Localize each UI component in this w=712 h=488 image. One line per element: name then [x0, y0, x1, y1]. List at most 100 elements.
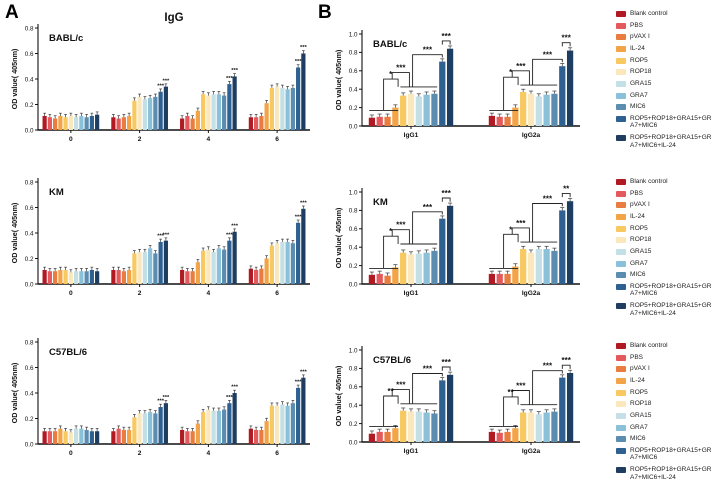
bar — [121, 117, 126, 130]
bar — [68, 432, 73, 444]
legend-item: IL-24 — [616, 213, 712, 220]
legend-swatch — [616, 104, 626, 111]
significance-stars: *** — [226, 232, 234, 238]
legend-item: PBS — [616, 190, 712, 197]
bar — [512, 266, 519, 284]
bar — [158, 407, 163, 444]
legend-swatch — [616, 237, 626, 244]
significance-bracket — [391, 72, 410, 87]
significance-bracket — [532, 58, 563, 86]
bar — [121, 429, 126, 444]
bar — [296, 67, 301, 130]
legend-item: ROP5+ROP18+GRA15+GRA7+MIC6 — [616, 447, 712, 462]
bar — [132, 100, 137, 130]
bar — [290, 243, 295, 284]
significance-stars: *** — [543, 362, 553, 371]
bar — [520, 412, 527, 442]
bar — [512, 107, 519, 126]
bar — [42, 115, 47, 130]
chart-igg-bablc: 0.0 0.2 0.4 0.6 0.8 OD value( 405nm) IgG BABL/c… — [10, 12, 310, 143]
bar — [254, 429, 259, 444]
significance-stars: ** — [388, 387, 395, 396]
bar — [439, 61, 446, 126]
legend-item-label: PBS — [630, 21, 644, 29]
bar — [496, 273, 503, 284]
legend-item: Blank control — [616, 178, 712, 185]
significance-stars: *** — [396, 381, 406, 390]
bar — [290, 403, 295, 444]
bar — [232, 393, 237, 444]
significance-stars: *** — [423, 364, 433, 373]
bar — [269, 87, 274, 130]
significance-stars: * — [389, 227, 393, 236]
bar — [535, 96, 542, 126]
significance-stars: *** — [562, 356, 572, 365]
bar — [566, 50, 574, 127]
bar — [206, 409, 211, 444]
y-tick-label: 0.6 — [25, 51, 34, 58]
significance-stars: *** — [157, 399, 165, 405]
bar — [431, 250, 438, 284]
y-tick-label: 0.2 — [25, 256, 34, 263]
y-tick-label: 0.8 — [25, 25, 34, 32]
bar — [201, 412, 206, 445]
significance-stars: ** — [563, 184, 570, 193]
y-tick-label: 0.0 — [349, 281, 358, 288]
bar — [415, 253, 422, 284]
bar — [400, 95, 407, 126]
bar — [446, 374, 454, 442]
bar — [488, 115, 496, 126]
bar — [116, 428, 121, 444]
legend-item: MIC6 — [616, 271, 712, 279]
bar — [47, 117, 52, 130]
bar — [63, 431, 68, 444]
legend-swatch — [616, 80, 626, 87]
bar — [116, 269, 121, 284]
bar — [121, 271, 126, 284]
legend-item: GRA15 — [616, 248, 712, 255]
bar — [190, 431, 195, 444]
legend-swatch — [616, 92, 626, 99]
bar — [301, 377, 306, 444]
bar — [407, 411, 415, 442]
legend-item: IL-24 — [616, 377, 712, 384]
y-tick-label: 0.6 — [349, 226, 358, 233]
x-tick-label: IgG2a — [522, 132, 541, 139]
bar — [79, 271, 84, 284]
significance-bracket — [503, 76, 519, 111]
bar — [290, 87, 295, 130]
bar — [496, 116, 503, 126]
bar — [301, 208, 306, 284]
bar — [89, 115, 94, 130]
legend-swatch — [616, 213, 626, 220]
y-axis-title: OD value( 405nm) — [334, 365, 343, 426]
y-axis-title: OD value( 405nm) — [334, 49, 343, 110]
bar — [415, 411, 422, 442]
panel-b-label: B — [318, 2, 332, 23]
legend-item-label: ROP5+ROP18+GRA15+GRA7+MIC6+IL-24 — [630, 466, 712, 481]
legend-item: ROP5 — [616, 389, 712, 396]
bar — [259, 429, 264, 444]
legend-item: ROP5+ROP18+GRA15+GRA7+MIC6 — [616, 115, 712, 130]
significance-bracket — [412, 373, 443, 404]
significance-stars: *** — [226, 76, 234, 82]
x-tick-label: IgG1 — [404, 448, 419, 455]
bar — [137, 413, 142, 444]
y-tick-label: 0.8 — [349, 208, 358, 215]
bar — [222, 95, 227, 130]
bar — [566, 373, 574, 442]
bar — [264, 103, 269, 130]
bar — [227, 240, 232, 284]
bar — [376, 431, 383, 442]
legend-item-label: IL-24 — [630, 376, 645, 384]
bar — [559, 377, 566, 442]
significance-bracket — [511, 227, 530, 243]
legend-swatch — [616, 248, 626, 255]
significance-stars: *** — [231, 68, 239, 74]
y-tick-label: 0.6 — [349, 384, 358, 391]
bar — [158, 91, 163, 130]
bar — [74, 271, 79, 284]
bar — [527, 412, 535, 442]
bar — [132, 417, 137, 444]
significance-bracket — [383, 395, 399, 427]
